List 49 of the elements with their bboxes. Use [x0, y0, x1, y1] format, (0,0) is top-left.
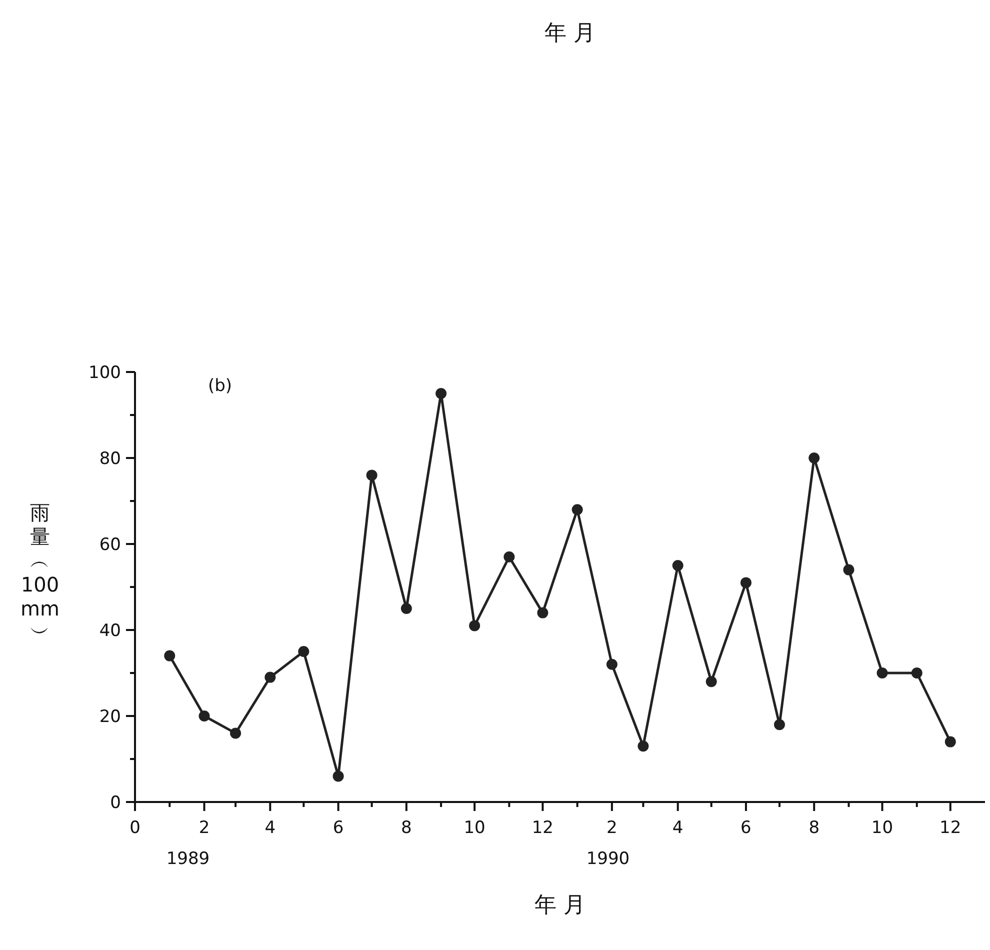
point — [774, 719, 785, 730]
point — [911, 668, 922, 678]
y-tick-label: 20 — [99, 707, 121, 727]
x-tick-label: 6 — [740, 818, 752, 838]
point — [740, 577, 752, 588]
y-tick-label: 80 — [99, 449, 121, 469]
text: 年 月 — [544, 21, 596, 46]
point — [606, 658, 618, 670]
text: 1990 — [586, 849, 630, 869]
point — [572, 504, 583, 516]
x-axis-title: 年 月 — [534, 893, 586, 918]
annotation: (b) — [208, 376, 232, 396]
x-tick-label: 0 — [130, 818, 140, 838]
point — [537, 607, 548, 618]
point — [843, 564, 854, 576]
x-tick-label: 8 — [401, 818, 412, 838]
point — [366, 470, 378, 481]
point — [198, 710, 210, 722]
point — [332, 770, 344, 782]
y-tick-label: 100 — [88, 363, 121, 383]
x-tick-label: 10 — [871, 818, 894, 838]
x-tick-label: 12 — [940, 818, 962, 838]
x-tick-label: 4 — [672, 818, 684, 838]
point — [672, 560, 684, 571]
x-tick-label: 6 — [332, 818, 344, 838]
point — [504, 551, 515, 562]
point — [436, 388, 447, 399]
point — [298, 646, 310, 657]
point — [808, 452, 820, 464]
point — [164, 650, 176, 662]
point — [469, 620, 480, 632]
point — [264, 672, 276, 683]
point — [944, 736, 956, 748]
x-tick-label: 8 — [808, 818, 820, 838]
x-tick-label: 12 — [532, 818, 554, 838]
point — [230, 728, 242, 739]
y-tick-label: 60 — [99, 535, 121, 555]
point — [706, 676, 717, 688]
x-tick-label: 2 — [606, 818, 618, 838]
point — [400, 603, 412, 614]
x-tick-label: 2 — [198, 818, 210, 838]
y-tick-label: 0 — [110, 793, 121, 813]
y-tick-label: 40 — [99, 621, 121, 641]
point — [638, 740, 649, 752]
text: 1989 — [166, 849, 210, 869]
x-tick-label: 4 — [264, 818, 276, 838]
y-axis-title: 雨量︵100 mm︶ — [20, 500, 60, 644]
x-tick-label: 10 — [464, 818, 486, 838]
point — [876, 668, 888, 678]
